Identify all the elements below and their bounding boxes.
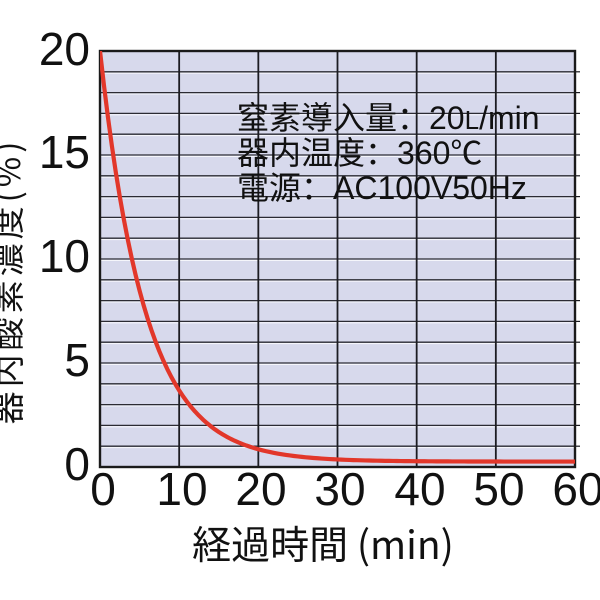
svg-text:10: 10 [156,463,207,515]
svg-text:5: 5 [64,334,90,386]
svg-text:50: 50 [473,463,524,515]
svg-text:10: 10 [39,230,90,282]
svg-text:60: 60 [552,463,600,515]
svg-text:30: 30 [314,463,365,515]
svg-text:0: 0 [90,463,116,515]
svg-text:40: 40 [394,463,445,515]
svg-text:経過時間 (min): 経過時間 (min) [192,515,454,571]
svg-text:器内温度：360℃: 器内温度：360℃ [237,135,482,171]
svg-text:0: 0 [64,438,90,490]
svg-text:20: 20 [235,463,286,515]
svg-text:15: 15 [39,126,90,178]
svg-text:窒素導入量：20L/min: 窒素導入量：20L/min [237,100,540,136]
svg-text:20: 20 [39,23,90,75]
svg-text:電源：AC100V50Hz: 電源：AC100V50Hz [237,170,527,206]
svg-text:器内酸素濃度(%): 器内酸素濃度(%) [0,138,30,425]
